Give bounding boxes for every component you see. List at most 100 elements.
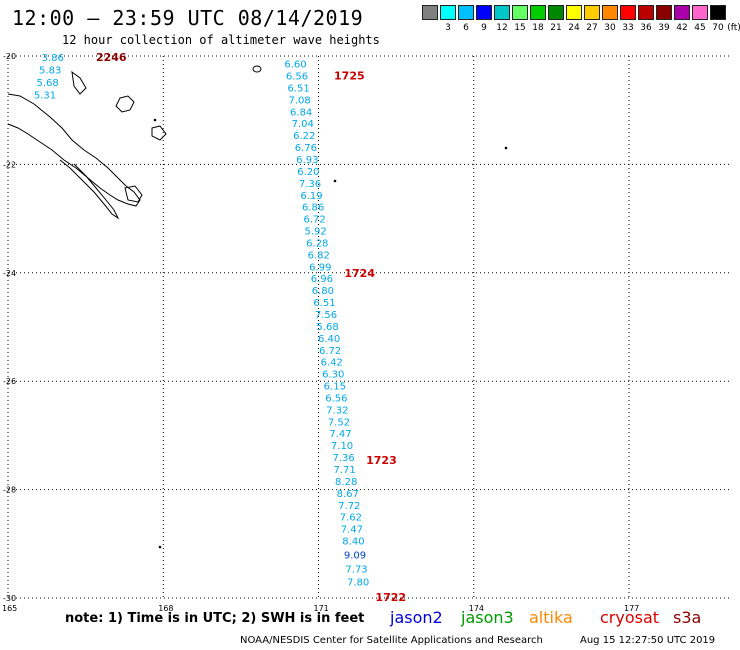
lat-label: -22 [3,160,16,169]
new-caledonia-coast-2 [59,159,120,220]
legend-label: 6 [463,23,469,33]
lon-label: 171 [314,604,329,613]
generated-timestamp: Aug 15 12:27:50 UTC 2019 [580,635,716,646]
legend-swatch [674,5,690,20]
wave-height-label: 6.51 [287,83,309,94]
wave-height-label: 6.72 [303,215,325,226]
wave-height-label: 6.84 [290,107,312,118]
small-island-1 [333,179,337,183]
wave-height-label: 6.93 [296,155,318,166]
satellite-jason3: jason3 [461,608,514,627]
satellite-jason2: jason2 [390,608,443,627]
wave-height-label: 7.47 [341,525,363,536]
legend-label: 18 [532,23,544,33]
mare-coast [124,185,143,203]
wave-height-label: 7.52 [328,417,350,428]
legend-label: 30 [604,23,616,33]
ouvea-coast [71,70,87,95]
satellite-tracks: 3.865.835.685.3122466.606.566.517.086.84… [34,51,406,604]
legend-swatch [458,5,474,20]
hunter-island [252,65,262,73]
wave-height-label: 5.68 [316,322,338,333]
wave-height-label: 5.31 [34,90,56,101]
wave-height-label: 7.73 [345,565,367,576]
legend-swatch [440,5,456,20]
wave-height-label: 6.42 [321,358,343,369]
legend-label: 3 [445,23,451,33]
lat-label: -20 [3,52,16,61]
loyalty-islands-coast [115,95,135,113]
legend-swatch [602,5,618,20]
wave-height-label: 6.86 [302,203,324,214]
pass-time-label: 1725 [334,70,365,83]
wave-height-label: 3.86 [42,53,64,64]
lat-lon-grid [7,55,729,599]
wave-height-label: 6.19 [300,191,322,202]
legend-swatch [422,5,438,20]
wave-height-label: 8.40 [342,537,364,548]
wave-height-label: 7.32 [326,405,348,416]
lon-label: 177 [624,604,639,613]
coastlines [7,65,508,549]
footnote: note: 1) Time is in UTC; 2) SWH is in fe… [65,611,365,626]
pass-time-label: 1722 [375,591,406,604]
pass-time-label: 2246 [96,51,127,64]
legend-label: 27 [586,23,598,33]
legend-label: 9 [481,23,487,33]
wave-height-label: 7.10 [331,441,353,452]
wave-height-label: 6.15 [324,382,346,393]
wave-height-label: 6.56 [286,72,308,83]
legend-swatch [656,5,672,20]
wave-height-label: 7.04 [292,119,314,130]
wave-height-label: 5.68 [36,78,58,89]
pass-time-label: 1723 [366,454,397,467]
wave-height-label: 6.28 [306,238,328,249]
legend-swatch [548,5,564,20]
legend-label: 36 [640,23,652,33]
lifou-coast [151,125,167,141]
legend-label: 33 [622,23,634,33]
legend-swatch [584,5,600,20]
lat-label: -26 [3,377,16,386]
lat-label: -28 [3,486,16,495]
wave-height-label: 8.67 [337,489,359,500]
small-island-3 [158,545,162,549]
legend-label: 70 [712,23,724,33]
legend-label: 12 [496,23,508,33]
legend-swatch [620,5,636,20]
legend-label: 42 [676,23,688,33]
wave-height-label: 6.82 [308,250,330,261]
wave-height-label: 6.72 [319,346,341,357]
wave-height-label: 6.76 [295,143,317,154]
wave-height-label: 7.08 [288,95,310,106]
legend-swatch [476,5,492,20]
legend-label: 21 [550,23,562,33]
legend-label: 24 [568,23,580,33]
legend-unit: (ft) [727,23,740,33]
wave-height-label: 6.56 [325,393,347,404]
legend-swatch [494,5,510,20]
legend-label: 15 [514,23,526,33]
new-caledonia-coastline [7,93,141,207]
wave-height-label: 7.36 [299,179,321,190]
wave-height-label: 7.56 [315,310,337,321]
legend-swatch [692,5,708,20]
legend-swatch [512,5,528,20]
wave-height-label: 7.80 [347,578,369,589]
wave-height-label: 7.62 [340,513,362,524]
small-island-4 [153,118,157,122]
pass-time-label: 1724 [344,267,375,280]
wave-height-label: 7.47 [329,429,351,440]
wave-height-label: 6.99 [309,262,331,273]
wave-height-label: 5.92 [305,227,327,238]
legend-swatch [530,5,546,20]
legend-swatch [638,5,654,20]
satellite-s3a: s3a [673,608,702,627]
wave-height-label: 7.72 [338,501,360,512]
wave-height-label: 5.83 [39,66,61,77]
wave-height-label: 6.30 [322,370,344,381]
lon-label: 168 [158,604,173,613]
